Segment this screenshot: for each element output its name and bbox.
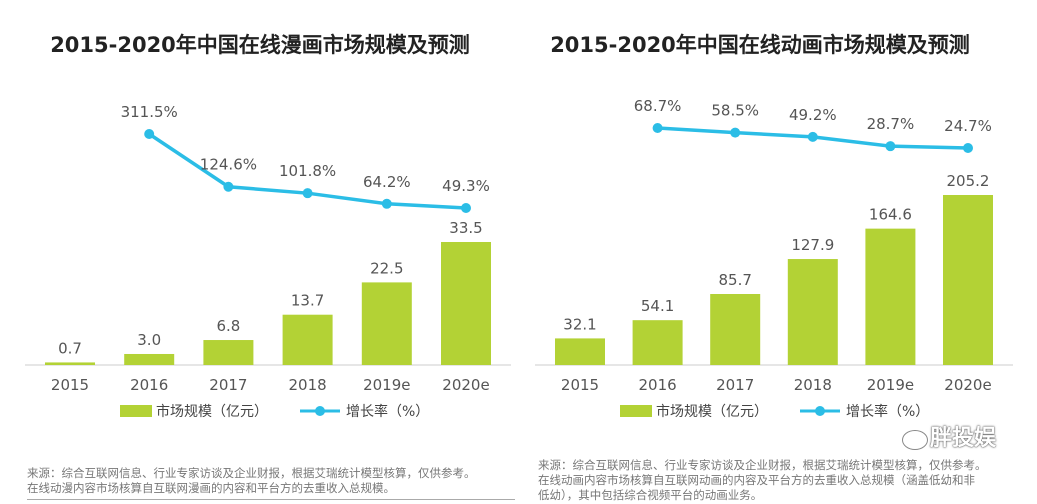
bar [203,340,254,365]
growth-label: 68.7% [634,97,682,115]
x-tick-label: 2017 [209,376,247,394]
bar [361,282,412,365]
bar-label: 22.5 [370,259,403,277]
growth-label: 49.2% [789,106,837,124]
x-tick-label: 2020e [944,376,991,394]
bar-label: 0.7 [58,339,82,357]
growth-label: 64.2% [363,173,411,191]
bar-label: 13.7 [291,292,324,310]
wechat-icon [902,430,928,450]
legend-bar-swatch [120,405,152,417]
bar [632,320,683,365]
bar-label: 32.1 [563,315,596,333]
bar-label: 6.8 [216,317,240,335]
growth-point [381,198,392,209]
x-tick-label: 2019e [867,376,914,394]
growth-label: 28.7% [867,115,915,133]
bar [943,195,993,365]
footnote-line: 在线动漫内容市场核算自互联网漫画的内容和平台方的去重收入总规模。 [27,481,395,495]
bar-label: 33.5 [449,219,482,237]
footnote-comics: 来源：综合互联网信息、行业专家访谈及企业财报，根据艾瑞统计模型核算，仅供参考。 … [27,466,515,500]
growth-point [807,131,818,142]
footnote-line: 来源：综合互联网信息、行业专家访谈及企业财报，根据艾瑞统计模型核算，仅供参考。 [538,458,987,472]
footnote-animation: 来源：综合互联网信息、行业专家访谈及企业财报，根据艾瑞统计模型核算，仅供参考。 … [538,458,1023,504]
x-tick-label: 2017 [716,376,754,394]
growth-point [461,203,471,213]
footnote-line: 来源：综合互联网信息、行业专家访谈及企业财报，根据艾瑞统计模型核算，仅供参考。 [27,466,476,480]
bar [787,259,838,365]
x-tick-label: 2016 [130,376,168,394]
legend-line-label: 增长率（%） [346,403,429,420]
growth-label: 311.5% [121,103,178,121]
footnote-line: 低幼），其中包括综合视频平台的动画业务。 [538,488,763,502]
bar-label: 205.2 [947,172,990,190]
bar-label: 54.1 [641,297,674,315]
x-tick-label: 2019e [363,376,410,394]
x-tick-label: 2018 [794,376,832,394]
footnote-line: 在线动画内容市场核算自互联网动画的内容及平台方的去重收入总规模（涵盖低幼和非 [538,473,975,487]
growth-label: 49.3% [442,177,490,195]
growth-label: 124.6% [200,156,257,174]
x-tick-label: 2015 [51,376,89,394]
bar [710,294,761,365]
growth-point [730,127,741,138]
bar [282,314,333,365]
watermark: 胖投娱 [930,426,997,451]
growth-point [885,141,896,152]
legend-bar-swatch [620,405,652,417]
growth-point [223,181,234,192]
chart-title-animation: 2015-2020年中国在线动画市场规模及预测 [550,33,970,57]
legend-line-label: 增长率（%） [846,403,929,420]
legend-line-marker [815,406,825,416]
x-tick-label: 2015 [561,376,599,394]
growth-label: 58.5% [711,102,759,120]
growth-label: 24.7% [944,117,992,135]
x-tick-label: 2016 [639,376,677,394]
bar-label: 85.7 [718,271,751,289]
growth-point [144,129,155,139]
bar [555,338,605,365]
legend-bar-label: 市场规模（亿元） [156,403,268,420]
growth-label: 101.8% [279,162,336,180]
legend-bar-label: 市场规模（亿元） [656,403,768,420]
growth-point [302,188,313,199]
legend-line-marker [315,406,325,416]
bar-label: 3.0 [137,331,161,349]
bar-label: 127.9 [791,236,834,254]
bar-label: 164.6 [869,206,912,224]
bar [124,353,175,365]
bar [441,242,491,365]
x-tick-label: 2018 [289,376,327,394]
growth-point [652,123,663,133]
bar [45,362,95,365]
chart-title-comics: 2015-2020年中国在线漫画市场规模及预测 [50,33,470,57]
growth-point [963,143,973,153]
x-tick-label: 2020e [442,376,489,394]
bar [865,228,916,365]
